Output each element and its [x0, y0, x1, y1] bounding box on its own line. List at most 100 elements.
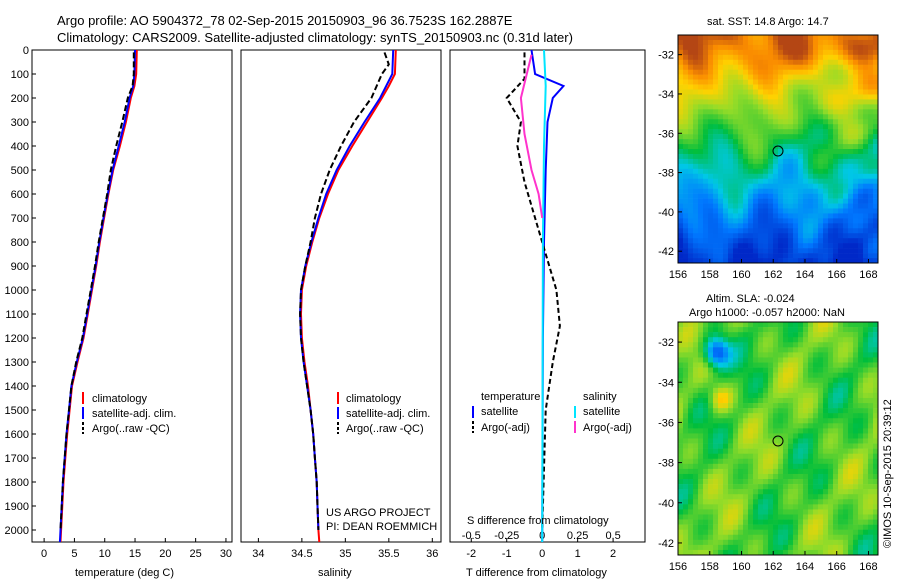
heatmap-cell	[873, 243, 879, 249]
heatmap-cell	[698, 134, 704, 140]
heatmap-cell	[683, 139, 689, 145]
heatmap-cell	[858, 463, 864, 470]
heatmap-cell	[783, 223, 789, 229]
heatmap-cell	[853, 39, 859, 46]
heatmap-cell	[838, 524, 844, 530]
heatmap-cell	[868, 524, 874, 530]
heatmap-cell	[728, 332, 734, 338]
heatmap-cell	[858, 144, 864, 150]
heatmap-cell	[838, 243, 844, 249]
heatmap-cell	[863, 549, 869, 556]
heatmap-cell	[793, 74, 799, 80]
heatmap-cell	[853, 539, 859, 546]
heatmap-cell	[748, 114, 754, 120]
heatmap-cell	[833, 494, 839, 500]
heatmap-cell	[768, 418, 774, 424]
heatmap-cell	[763, 74, 769, 80]
heatmap-cell	[833, 484, 839, 490]
heatmap-cell	[688, 484, 694, 490]
heatmap-cell	[708, 327, 714, 333]
heatmap-cell	[678, 443, 684, 449]
heatmap-cell	[763, 367, 769, 373]
heatmap-cell	[698, 163, 704, 170]
heatmap-cell	[793, 124, 799, 130]
heatmap-cell	[708, 129, 714, 135]
heatmap-cell	[788, 193, 794, 199]
heatmap-cell	[843, 382, 849, 389]
heatmap-cell	[863, 534, 869, 541]
x-tick-label: -2	[466, 548, 476, 560]
heatmap-cell	[873, 428, 879, 434]
heatmap-cell	[693, 549, 699, 556]
heatmap-cell	[688, 119, 694, 125]
heatmap-cell	[813, 347, 819, 353]
heatmap-cell	[793, 529, 799, 536]
heatmap-cell	[773, 448, 779, 454]
heatmap-cell	[793, 443, 799, 449]
heatmap-cell	[833, 188, 839, 194]
heatmap-cell	[763, 163, 769, 170]
heatmap-cell	[833, 69, 839, 75]
heatmap-cell	[683, 178, 689, 184]
heatmap-cell	[763, 327, 769, 333]
heatmap-cell	[763, 468, 769, 475]
heatmap-cell	[768, 357, 774, 363]
heatmap-cell	[843, 198, 849, 204]
heatmap-cell	[758, 173, 764, 180]
heatmap-cell	[813, 403, 819, 409]
heatmap-cell	[863, 198, 869, 204]
heatmap-cell	[748, 74, 754, 80]
heatmap-cell	[783, 534, 789, 541]
heatmap-cell	[863, 223, 869, 229]
heatmap-cell	[838, 94, 844, 100]
heatmap-cell	[688, 392, 694, 399]
heatmap-cell	[743, 499, 749, 505]
heatmap-cell	[783, 428, 789, 434]
heatmap-cell	[863, 178, 869, 184]
heatmap-cell	[768, 228, 774, 234]
heatmap-cell	[738, 89, 744, 95]
heatmap-cell	[698, 223, 704, 229]
heatmap-cell	[848, 99, 854, 105]
heatmap-cell	[788, 198, 794, 204]
heatmap-cell	[723, 458, 729, 465]
heatmap-cell	[848, 514, 854, 520]
heatmap-cell	[863, 203, 869, 209]
heatmap-cell	[853, 124, 859, 130]
heatmap-cell	[828, 392, 834, 399]
heatmap-cell	[823, 248, 829, 254]
heatmap-cell	[768, 109, 774, 115]
heatmap-cell	[728, 352, 734, 358]
heatmap-cell	[828, 129, 834, 135]
heatmap-cell	[778, 223, 784, 229]
heatmap-cell	[723, 208, 729, 214]
heatmap-cell	[853, 178, 859, 184]
heatmap-cell	[688, 149, 694, 155]
heatmap-cell	[753, 238, 759, 244]
heatmap-cell	[768, 367, 774, 373]
heatmap-cell	[733, 99, 739, 105]
heatmap-cell	[778, 153, 784, 160]
heatmap-cell	[833, 59, 839, 66]
heatmap-cell	[728, 144, 734, 150]
heatmap-cell	[788, 372, 794, 379]
heatmap-cell	[823, 463, 829, 470]
heatmap-cell	[798, 44, 804, 51]
heatmap-cell	[863, 392, 869, 399]
heatmap-cell	[818, 163, 824, 170]
heatmap-cell	[853, 544, 859, 551]
heatmap-cell	[703, 357, 709, 363]
heatmap-cell	[793, 153, 799, 160]
heatmap-cell	[798, 367, 804, 373]
heatmap-cell	[773, 44, 779, 51]
heatmap-cell	[848, 362, 854, 368]
heatmap-cell	[863, 377, 869, 384]
heatmap-cell	[713, 499, 719, 505]
heatmap-cell	[743, 519, 749, 525]
heatmap-cell	[768, 124, 774, 130]
heatmap-cell	[748, 64, 754, 70]
heatmap-cell	[798, 139, 804, 145]
heatmap-cell	[718, 173, 724, 180]
heatmap-cell	[828, 544, 834, 551]
heatmap-cell	[788, 524, 794, 530]
